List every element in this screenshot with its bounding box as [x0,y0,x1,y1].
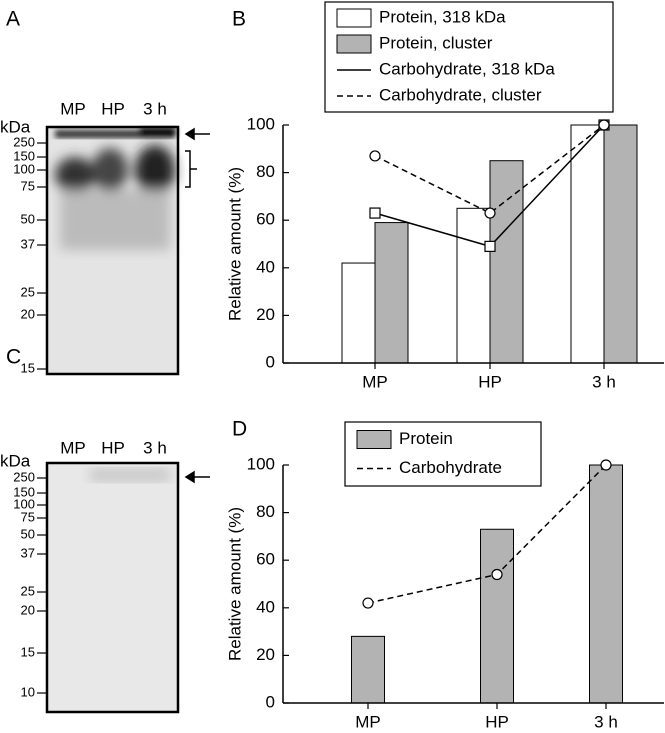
legend-label: Protein, 318 kDa [379,7,506,26]
marker-label: 10 [21,684,35,699]
gel-image-c [45,461,180,714]
x-tick-label: 3 h [592,372,616,391]
marker-label: 250 [13,469,35,484]
bar [603,124,638,364]
legend-label: Protein [399,429,453,448]
bar [570,124,605,364]
x-tick-label: 3 h [594,712,618,731]
marker-label: 37 [21,545,35,560]
bar [456,207,491,364]
y-tick-label: 100 [247,114,275,133]
marker-label: 50 [21,526,35,541]
y-tick-label: 20 [256,645,275,664]
marker [484,240,496,252]
unit-label: kDa [0,451,31,470]
marker-label: 250 [13,134,35,149]
marker [598,119,610,131]
y-tick-label: 60 [256,550,275,569]
y-tick-label: 80 [256,502,275,521]
gel-image-a [45,125,180,376]
panel-label: C [6,346,21,369]
marker-label: 20 [21,306,35,321]
bar [341,262,376,364]
y-axis-title: Relative amount (%) [225,507,244,661]
marker-label: 37 [21,236,35,251]
lane-label: HP [101,438,125,457]
marker [369,207,381,219]
bar [374,222,409,364]
marker-label: 75 [21,178,35,193]
lane-label: HP [101,99,125,118]
panel-label: A [6,8,20,31]
x-tick-label: HP [485,712,509,731]
bar [480,528,514,704]
legend-swatch [336,8,372,28]
y-axis-title: Relative amount (%) [225,167,244,321]
y-tick-label: 20 [256,305,275,324]
legend-label: Protein, cluster [379,33,493,52]
y-tick-label: 0 [266,352,275,371]
legend-label: Carbohydrate, 318 kDa [379,59,555,78]
lane-label: MP [60,438,86,457]
marker-label: 15 [21,644,35,659]
marker [484,207,496,219]
marker-label: 50 [21,211,35,226]
marker-label: 100 [13,496,35,511]
marker [491,568,503,581]
legend-label: Carbohydrate, cluster [379,85,542,104]
y-tick-label: 40 [256,597,275,616]
marker [369,150,381,162]
y-tick-label: 60 [256,210,275,229]
legend-box [324,1,614,113]
marker-label: 20 [21,602,35,617]
legend-swatch [356,430,392,449]
x-tick-label: MP [362,372,388,391]
marker-label: 15 [21,360,35,375]
marker-label: 25 [21,284,35,299]
x-tick-label: HP [478,372,502,391]
bar [589,464,623,704]
marker-label: 25 [21,583,35,598]
y-tick-label: 40 [256,257,275,276]
panel-label: B [232,8,246,31]
panel-label: D [232,418,247,441]
bar [489,160,524,364]
lane-label: MP [60,99,86,118]
x-tick-label: MP [355,712,381,731]
legend-swatch [336,34,372,54]
unit-label: kDa [0,117,31,136]
bar [351,635,385,704]
lane-label: 3 h [143,99,167,118]
annotations [184,127,210,484]
lane-label: 3 h [143,438,167,457]
marker-label: 100 [13,161,35,176]
marker [362,597,374,609]
marker-label: 75 [21,509,35,524]
marker [600,459,612,471]
y-tick-label: 100 [247,454,275,473]
legend-label: Carbohydrate [399,458,502,477]
marker-label: 150 [13,484,35,499]
y-tick-label: 80 [256,162,275,181]
y-tick-label: 0 [266,692,275,711]
line [374,124,605,214]
marker-label: 150 [13,148,35,163]
